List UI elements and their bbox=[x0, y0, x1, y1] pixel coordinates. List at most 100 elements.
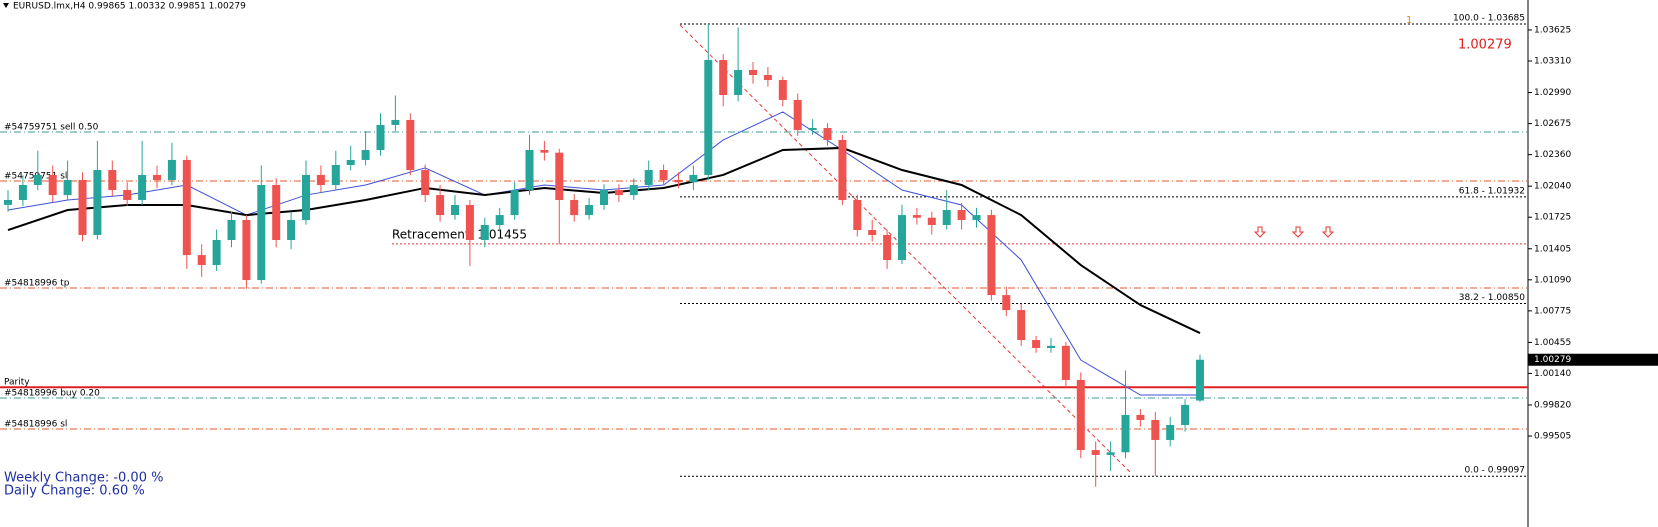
candle-body bbox=[108, 170, 117, 191]
candle-body bbox=[838, 139, 847, 200]
candle-body bbox=[868, 230, 877, 235]
candle-body bbox=[689, 174, 698, 183]
candle-body bbox=[316, 174, 325, 185]
candle-body bbox=[1136, 414, 1145, 420]
y-tick-label: 1.02360 bbox=[1534, 150, 1571, 160]
candle-body bbox=[1017, 310, 1026, 341]
candle-body bbox=[704, 60, 713, 175]
candle-body bbox=[257, 184, 266, 281]
candle-body bbox=[1047, 345, 1055, 349]
weekly-change: Weekly Change: -0.00 % bbox=[4, 471, 163, 486]
symbol-line: EURUSD.lmx,H4 0.99865 1.00332 0.99851 1.… bbox=[13, 2, 246, 12]
candle-body bbox=[823, 128, 832, 140]
y-tick-label: 1.02040 bbox=[1534, 182, 1571, 192]
fib-label: 38.2 - 1.00850 bbox=[1459, 293, 1525, 303]
fib-label: 100.0 - 1.03685 bbox=[1453, 14, 1525, 24]
candle-body bbox=[1091, 450, 1100, 455]
candle-body bbox=[153, 174, 161, 180]
candle-body bbox=[227, 219, 236, 240]
candle-body bbox=[883, 234, 892, 261]
y-tick-label: 1.00775 bbox=[1534, 306, 1571, 316]
y-tick-label: 1.02990 bbox=[1534, 88, 1571, 98]
y-tick-label: 1.02675 bbox=[1534, 119, 1571, 129]
candle-body bbox=[197, 255, 206, 266]
candle-body bbox=[808, 128, 817, 131]
retracement-label: Retracement: 1.01455 bbox=[392, 227, 527, 241]
candle-body bbox=[942, 210, 951, 226]
plot: 1.03625 1.03310 1.02990 1.02675 1.02360 1.020… bbox=[0, 14, 1571, 487]
candle-body bbox=[436, 195, 445, 216]
candle-body bbox=[495, 215, 504, 226]
y-tick-label: 0.99820 bbox=[1534, 400, 1571, 410]
candle-body bbox=[1166, 424, 1175, 440]
candle-body bbox=[793, 99, 802, 131]
y-tick-label: 0.99505 bbox=[1534, 432, 1571, 442]
candle-body bbox=[78, 179, 87, 235]
candle-body bbox=[63, 179, 72, 196]
price-tag bbox=[1528, 353, 1658, 366]
candle-body bbox=[540, 150, 549, 153]
candle-body bbox=[346, 159, 355, 165]
candle-body bbox=[451, 205, 459, 216]
arrow-down bbox=[1291, 226, 1305, 238]
candle-body bbox=[272, 184, 281, 240]
candle-body bbox=[376, 124, 385, 151]
y-tick-label: 1.01405 bbox=[1534, 244, 1571, 254]
order-label: #54759751 sell 0.50 bbox=[4, 122, 99, 132]
candle-body bbox=[1196, 359, 1204, 401]
candle-body bbox=[182, 159, 191, 256]
candle-body bbox=[1181, 404, 1190, 425]
candle-body bbox=[421, 170, 430, 196]
fib-label: 61.8 - 1.01932 bbox=[1459, 186, 1525, 196]
candle-body bbox=[242, 219, 251, 281]
y-tick-label: 1.03625 bbox=[1534, 25, 1571, 35]
arrow-down bbox=[1321, 226, 1335, 238]
candle-body bbox=[1076, 379, 1085, 451]
candle-body bbox=[287, 219, 296, 240]
order-label: #54818996 tp bbox=[4, 278, 70, 288]
candle-body bbox=[406, 119, 415, 171]
candle-body bbox=[659, 170, 668, 180]
candle-body bbox=[734, 69, 743, 96]
candle-body bbox=[570, 199, 579, 216]
candle-body bbox=[510, 190, 519, 216]
candle-body bbox=[585, 205, 594, 216]
candle-body bbox=[1106, 452, 1115, 455]
candle-body bbox=[480, 225, 489, 240]
candle-body bbox=[33, 174, 42, 185]
candle-body bbox=[1121, 414, 1130, 453]
candle-body bbox=[898, 215, 906, 261]
candle-body bbox=[927, 217, 936, 226]
order-label: #54818996 buy 0.20 bbox=[4, 388, 100, 398]
candle-body bbox=[18, 184, 27, 200]
arrows bbox=[1253, 226, 1335, 238]
candle-body bbox=[719, 60, 728, 96]
candle-body bbox=[629, 184, 638, 196]
candle-body bbox=[555, 152, 564, 200]
candle-body bbox=[331, 164, 340, 185]
candle-body bbox=[763, 75, 772, 81]
candle-body bbox=[4, 199, 12, 205]
y-tick-label: 1.00140 bbox=[1534, 369, 1571, 379]
candle-body bbox=[972, 215, 981, 220]
candle-body bbox=[138, 174, 147, 200]
candle-body bbox=[93, 170, 102, 235]
candle-body bbox=[912, 215, 921, 218]
candle-body bbox=[644, 170, 653, 185]
candle-body bbox=[212, 239, 221, 266]
y-tick-label: 1.00455 bbox=[1534, 338, 1571, 348]
menu-triangle[interactable] bbox=[3, 3, 9, 8]
candle-body bbox=[525, 150, 534, 191]
corner-mark: 1 bbox=[1406, 15, 1412, 26]
y-tick-label: 1.01725 bbox=[1534, 213, 1571, 223]
candle-body bbox=[1002, 295, 1011, 311]
candle-body bbox=[391, 119, 400, 125]
order-label: #54818996 sl bbox=[4, 420, 67, 430]
candle-body bbox=[167, 159, 176, 180]
arrow-down bbox=[1253, 226, 1267, 238]
order-label: Parity bbox=[4, 378, 30, 388]
candle-body bbox=[600, 190, 608, 206]
